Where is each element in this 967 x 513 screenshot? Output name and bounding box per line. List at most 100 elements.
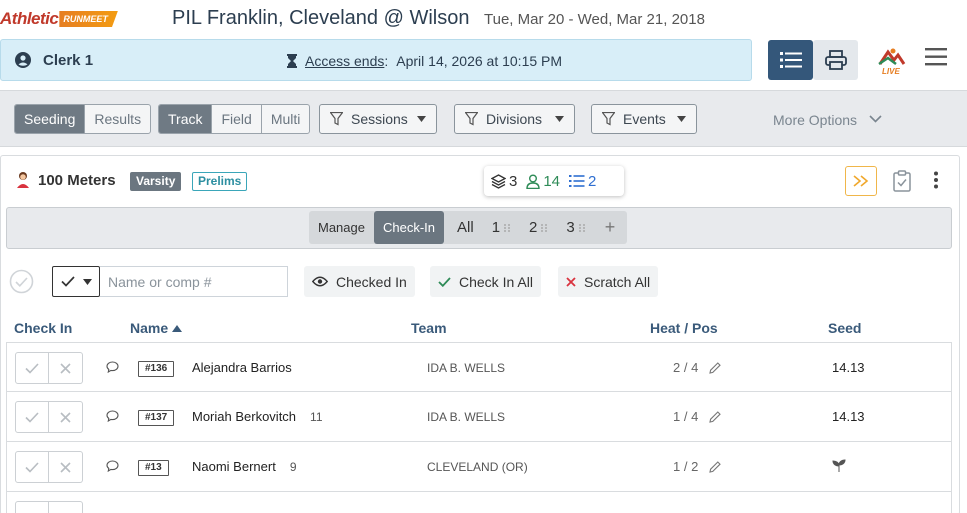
- sessions-dropdown[interactable]: Sessions: [319, 104, 437, 134]
- column-header-name[interactable]: Name: [130, 320, 183, 336]
- athlete-name[interactable]: Moriah Berkovitch 11: [192, 409, 323, 424]
- access-ends-link[interactable]: Access ends: [305, 53, 385, 69]
- athlete-name-text: Naomi Bernert: [192, 459, 276, 474]
- event-card: [0, 155, 960, 513]
- heat-position: 2 / 4: [673, 360, 722, 375]
- grip-icon: [578, 223, 585, 232]
- heat-3-label: 3: [566, 219, 575, 236]
- kebab-menu-icon[interactable]: [932, 171, 940, 189]
- x-icon: [60, 362, 71, 374]
- caret-down-icon: [555, 116, 564, 122]
- event-type-toggle: Track Field Multi: [158, 104, 311, 134]
- comment-icon[interactable]: [106, 361, 119, 373]
- divisions-dropdown[interactable]: Divisions: [454, 104, 575, 134]
- numbered-list-icon: [569, 175, 585, 187]
- pencil-icon[interactable]: [709, 361, 722, 374]
- filter-icon: [330, 112, 343, 126]
- scratch-all-button[interactable]: Scratch All: [558, 266, 659, 297]
- comment-icon[interactable]: [106, 460, 119, 472]
- round-badge: Prelims: [192, 172, 248, 191]
- caret-down-icon: [677, 116, 686, 122]
- seed-value: 14.13: [832, 360, 865, 375]
- printer-icon: [824, 50, 847, 70]
- comment-icon[interactable]: [106, 410, 119, 422]
- athlete-table: #136 Alejandra Barrios IDA B. WELLS 2 / …: [6, 342, 952, 513]
- live-results-icon[interactable]: LIVE: [876, 46, 908, 76]
- tab-field[interactable]: Field: [211, 105, 260, 133]
- tab-multi[interactable]: Multi: [260, 105, 310, 133]
- athlete-name[interactable]: Alejandra Barrios: [192, 360, 306, 375]
- checked-in-label: Checked In: [336, 273, 407, 290]
- add-heat-button[interactable]: +: [604, 217, 616, 237]
- check-status-dropdown[interactable]: [52, 266, 100, 297]
- seed-value: 14.13: [832, 409, 865, 424]
- athlete-name-text: Alejandra Barrios: [192, 360, 292, 375]
- female-athlete-icon: [17, 172, 29, 188]
- tab-results[interactable]: Results: [84, 105, 150, 133]
- check-in-button[interactable]: [15, 352, 49, 384]
- table-row: #137 Moriah Berkovitch 11 IDA B. WELLS 1 …: [6, 392, 952, 442]
- column-header-team: Team: [411, 320, 447, 336]
- clipboard-check-icon[interactable]: [893, 170, 911, 192]
- logo-sub-text: RUNMEET: [59, 11, 118, 27]
- tab-heat-2[interactable]: 2: [520, 211, 557, 244]
- search-input[interactable]: [100, 266, 288, 297]
- tab-heat-3[interactable]: 3: [557, 211, 594, 244]
- heat-position-value: 1 / 2: [673, 459, 699, 474]
- athlete-name[interactable]: Naomi Bernert 9: [192, 459, 297, 474]
- tab-manage[interactable]: Manage: [318, 220, 365, 235]
- checked-in-filter-button[interactable]: Checked In: [304, 266, 415, 297]
- scratch-button[interactable]: [49, 352, 83, 384]
- x-icon: [60, 411, 71, 423]
- list-count: 2: [569, 173, 596, 190]
- events-dropdown[interactable]: Events: [591, 104, 697, 134]
- sessions-label: Sessions: [351, 111, 408, 127]
- heats-count-value: 3: [509, 172, 518, 190]
- check-in-all-button[interactable]: Check In All: [430, 266, 541, 297]
- scratch-button[interactable]: [49, 501, 83, 513]
- pencil-icon[interactable]: [709, 460, 722, 473]
- heat-position: 1 / 2: [673, 459, 722, 474]
- divisions-label: Divisions: [486, 111, 543, 127]
- team-name: IDA B. WELLS: [427, 361, 506, 375]
- hamburger-menu-icon[interactable]: [925, 47, 947, 67]
- caret-down-icon: [417, 116, 426, 122]
- view-tabs: Manage Check-In All 1 2 3 +: [309, 211, 628, 244]
- list-icon: [779, 52, 802, 68]
- scratch-button[interactable]: [49, 401, 83, 433]
- select-all-check-icon[interactable]: [9, 269, 34, 294]
- fast-forward-button[interactable]: [845, 166, 877, 196]
- heats-count: 3: [491, 173, 517, 190]
- chevron-down-icon[interactable]: [869, 115, 882, 123]
- pencil-icon[interactable]: [709, 410, 722, 423]
- tab-track[interactable]: Track: [159, 105, 212, 133]
- scratch-button[interactable]: [49, 451, 83, 483]
- fast-forward-icon: [853, 175, 869, 187]
- check-in-button[interactable]: [15, 451, 49, 483]
- bib-number: #137: [138, 410, 175, 426]
- check-in-button[interactable]: [15, 401, 49, 433]
- tab-seeding[interactable]: Seeding: [15, 105, 85, 133]
- table-row: #136 Alejandra Barrios IDA B. WELLS 2 / …: [6, 342, 952, 392]
- tab-check-in[interactable]: Check-In: [373, 211, 445, 244]
- caret-down-icon: [82, 278, 92, 285]
- tab-heat-1[interactable]: 1: [483, 211, 520, 244]
- print-button[interactable]: [813, 40, 858, 80]
- event-counts: 3 14 2: [484, 166, 624, 196]
- more-options-toggle[interactable]: More Options: [773, 112, 858, 128]
- list-view-button[interactable]: [768, 40, 813, 80]
- list-count-value: 2: [588, 172, 597, 190]
- heat-1-label: 1: [491, 219, 501, 236]
- app-logo[interactable]: Athletic RUNMEET: [0, 8, 118, 30]
- athletes-count-value: 14: [543, 172, 561, 190]
- scratch-all-label: Scratch All: [584, 273, 651, 290]
- tab-all-heats[interactable]: All: [457, 219, 474, 236]
- meet-title: PIL Franklin, Cleveland @ Wilson: [172, 7, 470, 29]
- hourglass-icon: [287, 54, 297, 68]
- check-in-button[interactable]: [15, 501, 49, 513]
- layers-icon: [491, 173, 506, 189]
- check-icon: [60, 276, 75, 287]
- svg-text:LIVE: LIVE: [882, 67, 900, 76]
- column-header-check-in: Check In: [14, 320, 73, 336]
- seedling-icon: [832, 459, 846, 472]
